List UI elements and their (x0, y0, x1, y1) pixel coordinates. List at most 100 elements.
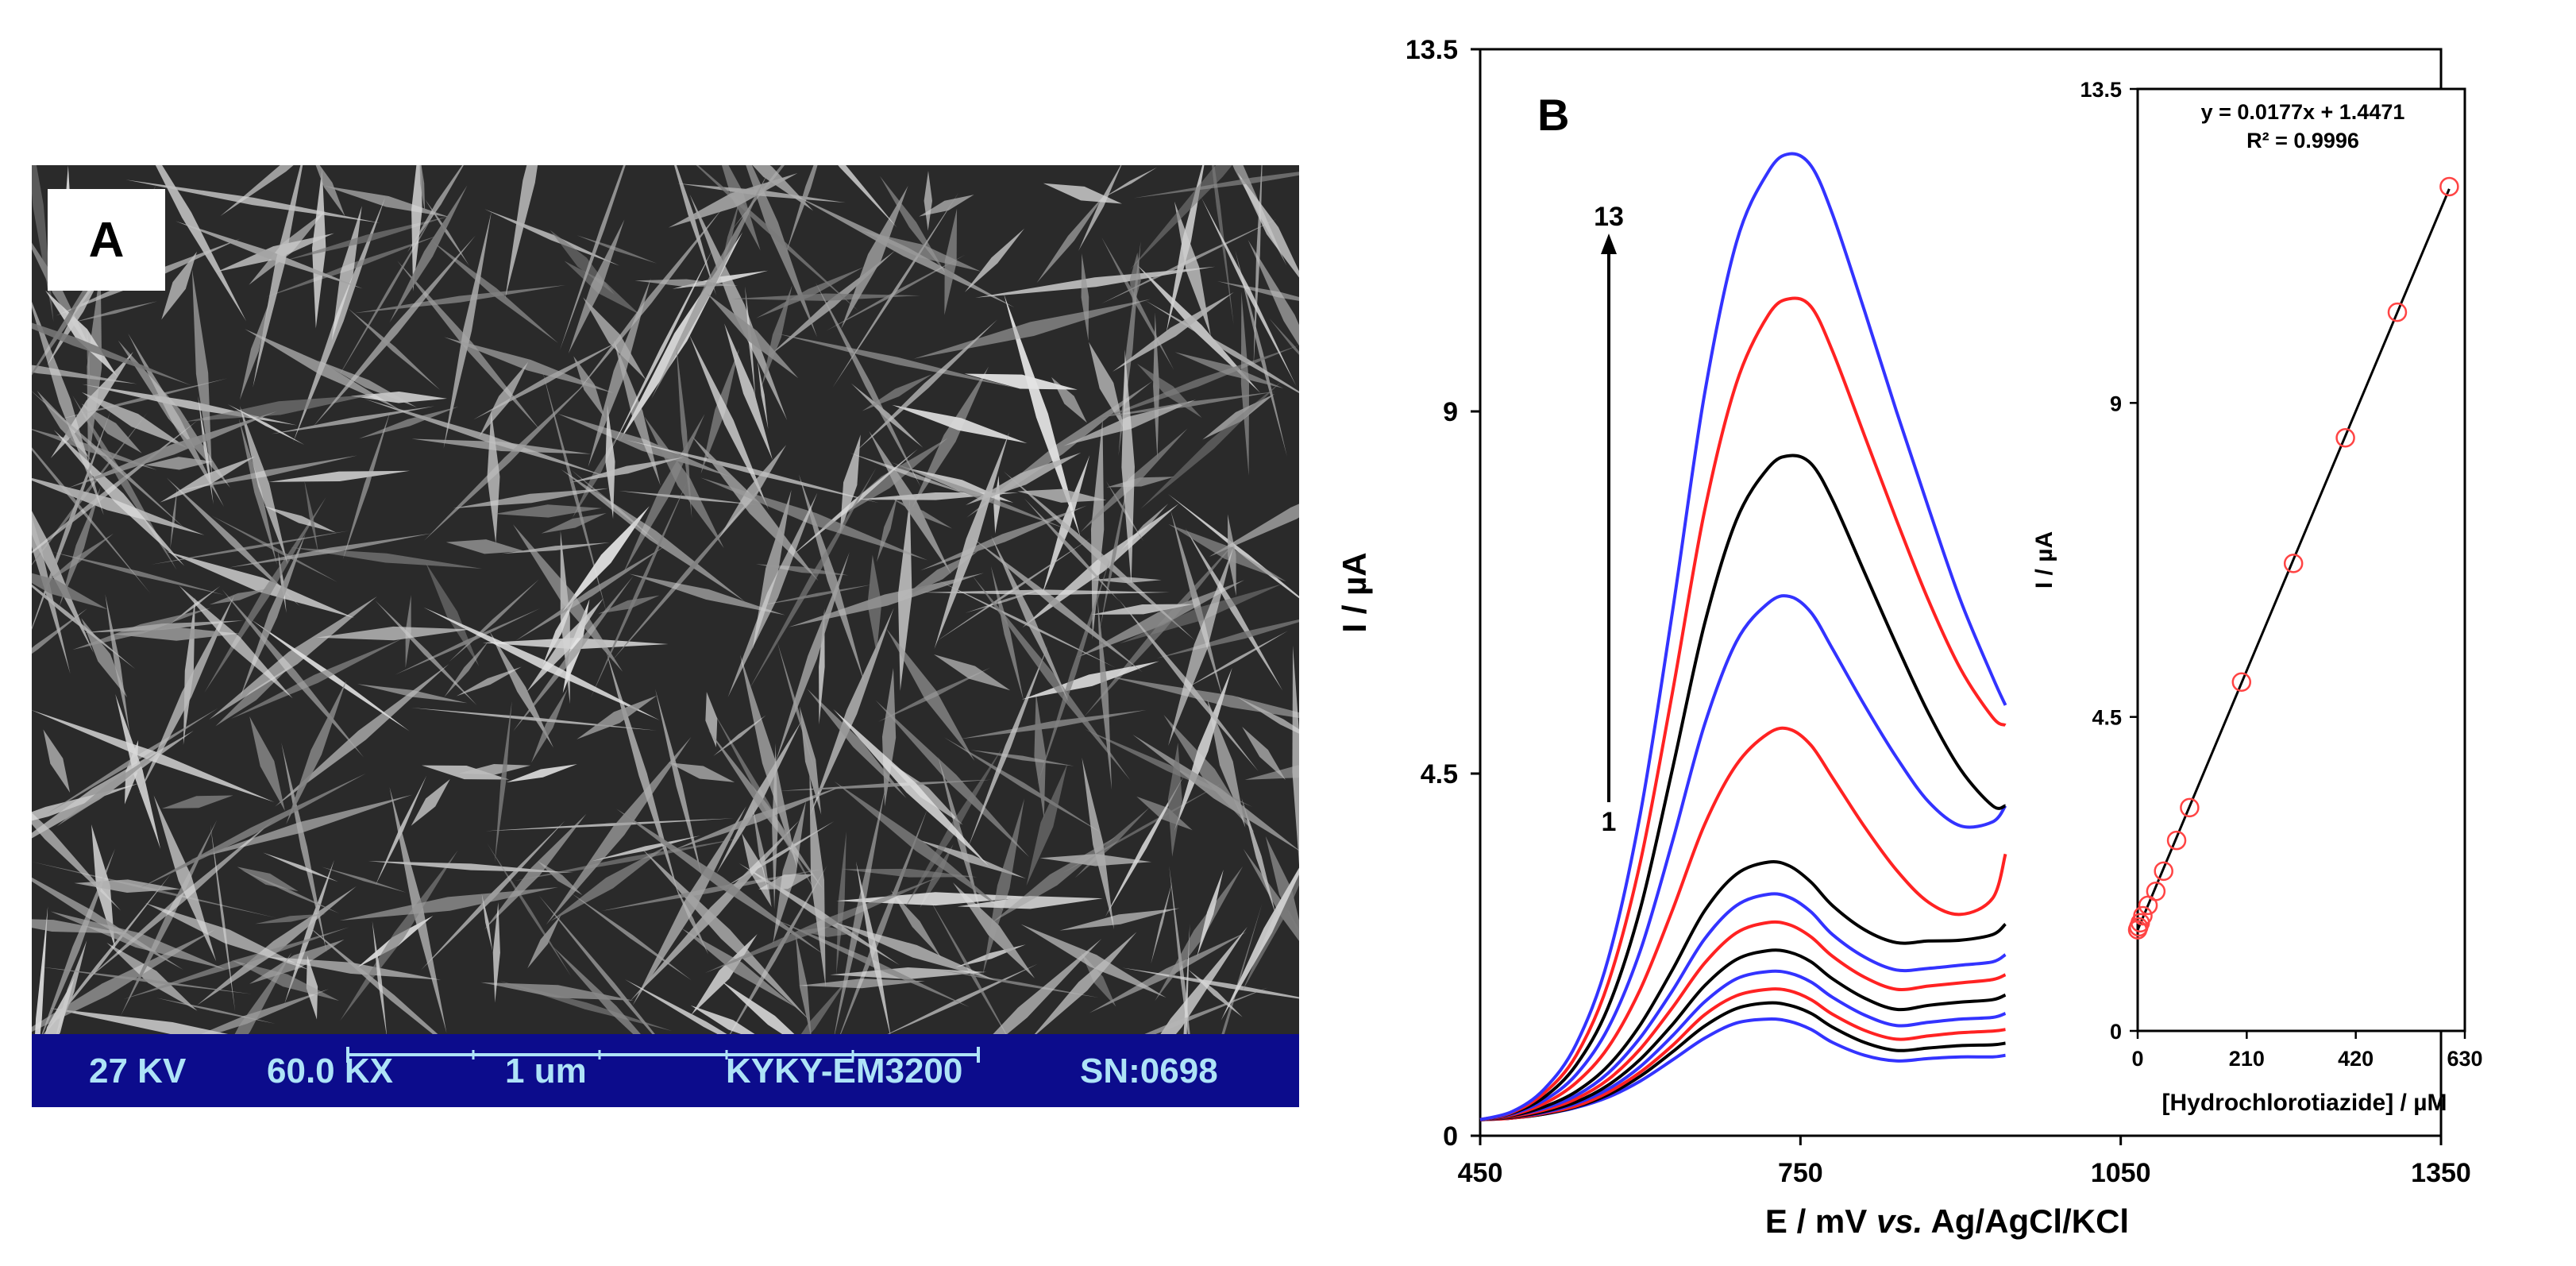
crystal-needle (570, 457, 684, 483)
crystal-needle (748, 467, 877, 691)
crystal-needle (1244, 765, 1299, 780)
calibration-point (2387, 302, 2408, 322)
crystal-needle (339, 887, 558, 921)
crystal-needle (674, 885, 709, 955)
crystal-needle (785, 165, 818, 253)
crystal-needle (170, 487, 178, 549)
arrow-start-label: 1 (1602, 807, 1617, 837)
crystal-needle (312, 168, 326, 329)
crystal-needle (692, 435, 819, 581)
crystal-needle (1024, 498, 1120, 602)
crystal-needle (531, 689, 568, 763)
crystal-needle (1170, 510, 1224, 700)
crystal-needle (227, 404, 305, 445)
calibration-point (2166, 830, 2187, 851)
crystal-needle (56, 378, 228, 420)
crystal-needle (834, 787, 886, 1034)
crystal-needle (1034, 693, 1046, 819)
crystal-needle (839, 809, 927, 1034)
crystal-needle (752, 165, 814, 211)
crystal-needle (458, 764, 531, 775)
crystal-needle (724, 323, 773, 461)
crystal-needle (577, 695, 657, 739)
crystal-needle (924, 171, 933, 231)
crystal-needle (850, 453, 974, 497)
x-title-italic: vs. (1876, 1202, 1922, 1240)
crystal-needle (964, 228, 1024, 292)
crystal-needle (928, 897, 1007, 1034)
crystal-needle (290, 547, 483, 569)
crystal-needle (211, 515, 338, 583)
crystal-needle (890, 890, 942, 959)
dpv-curves (1479, 152, 2007, 1121)
crystal-needle (1026, 763, 1068, 886)
crystal-needle (45, 290, 118, 377)
crystal-needle (729, 865, 827, 1034)
dpv-curve-6 (1479, 920, 2007, 1121)
crystal-needle (966, 452, 1082, 505)
crystal-needle (892, 404, 1028, 444)
calibration-point (2439, 176, 2459, 197)
crystal-needle (550, 844, 669, 921)
crystal-needle (175, 221, 363, 289)
crystal-needle (934, 432, 1009, 650)
calibration-point (2231, 672, 2252, 692)
crystal-needle (424, 379, 591, 541)
crystal-needle (807, 689, 907, 798)
crystal-needle (513, 524, 623, 672)
sem-info-bar: 27 KV 60.0 KX 1 um KYKY-EM3200 SN:0698 (32, 1034, 1299, 1107)
crystal-needle (357, 684, 468, 704)
crystal-needle (800, 977, 850, 1034)
crystal-needle (1237, 172, 1299, 278)
crystal-needle (1265, 836, 1299, 936)
crystal-needle (798, 474, 866, 685)
crystal-needle (118, 340, 231, 488)
crystal-needle (50, 911, 226, 970)
crystal-needle (209, 589, 268, 605)
crystal-needle (815, 282, 921, 488)
crystal-needle (838, 165, 897, 228)
crystal-needle (479, 361, 529, 438)
crystal-needle (1153, 312, 1160, 461)
sem-voltage: 27 KV (89, 1052, 187, 1090)
dpv-curve-7 (1479, 892, 2007, 1121)
dpv-curve-11 (1479, 454, 2007, 1121)
crystal-needle (32, 411, 111, 630)
crystal-needle (81, 618, 127, 698)
crystal-needle (598, 595, 660, 614)
fit-equation: y = 0.0177x + 1.4471 (2201, 100, 2405, 124)
crystal-needle (546, 736, 692, 925)
crystal-needle (990, 565, 1024, 701)
calibration-point (2335, 428, 2355, 448)
crystal-needle (553, 946, 641, 1034)
inset-y-tick-label: 0 (2110, 1020, 2122, 1044)
crystal-needle (689, 334, 769, 510)
crystal-needle (121, 820, 218, 1016)
crystal-needle (583, 297, 646, 380)
crystal-needle (836, 831, 846, 975)
crystal-needle (222, 589, 364, 758)
crystal-needle (32, 516, 71, 674)
calibration-point (2180, 797, 2200, 818)
inset-x-tick-label: 0 (2131, 1047, 2143, 1071)
crystal-needle (773, 801, 806, 944)
crystal-needle (321, 867, 407, 893)
crystal-needle (809, 608, 894, 816)
crystal-needle (139, 773, 366, 889)
crystal-needle (56, 751, 160, 827)
crystal-needle (1017, 488, 1107, 503)
crystal-needle (935, 579, 1116, 669)
crystal-needle (32, 511, 94, 654)
crystal-needle (705, 692, 718, 747)
crystal-needle (624, 979, 727, 1034)
crystal-needle (166, 551, 355, 618)
scale-bar (346, 1047, 980, 1063)
crystal-needle (834, 781, 1005, 912)
crystal-needle (1269, 318, 1299, 355)
crystal-needle (255, 913, 326, 924)
crystal-needle (145, 902, 309, 971)
crystal-needle (230, 639, 402, 719)
crystal-needle (209, 596, 377, 720)
crystal-needle (975, 266, 1216, 298)
dpv-curve-12 (1479, 296, 2007, 1121)
